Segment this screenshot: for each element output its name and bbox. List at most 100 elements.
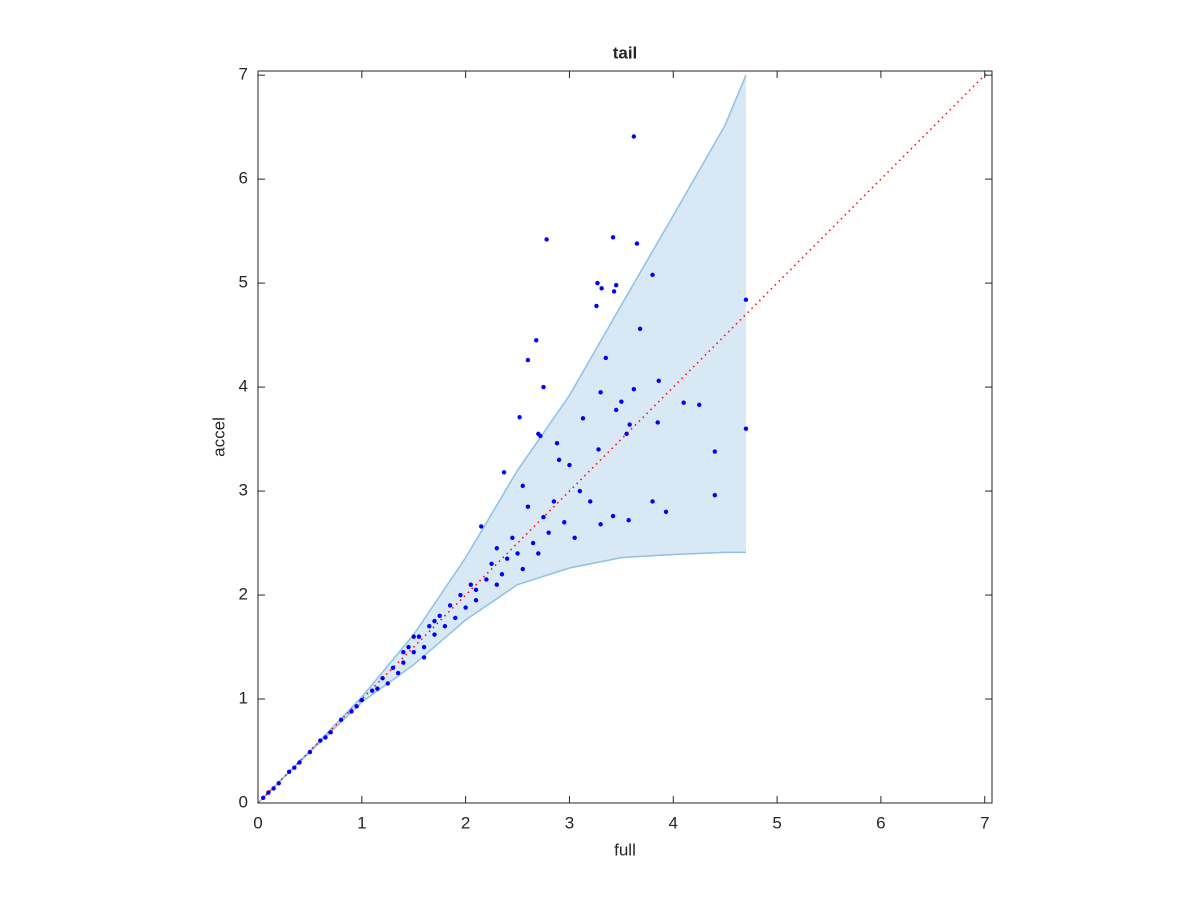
data-point [499,572,505,577]
data-point [432,618,437,624]
data-point [743,297,749,302]
x-tick-label: 5 [772,813,781,832]
data-point [437,613,442,619]
data-point [286,769,292,775]
y-tick-label: 5 [239,273,248,292]
band-upper-edge [257,74,747,804]
data-point [599,286,604,291]
data-point [743,426,749,431]
data-point [406,644,411,650]
data-point [411,650,416,655]
data-point [580,416,586,421]
data-point [385,681,390,686]
data-point [380,676,385,681]
x-tick-label: 4 [669,813,678,832]
data-point [577,488,583,494]
data-point [598,390,603,395]
data-point [538,433,543,439]
data-point [594,303,599,309]
chart-title: tail [613,43,638,62]
data-point [395,670,401,676]
data-point [401,650,406,655]
data-point [634,241,640,246]
data-point [271,786,276,791]
data-point [442,624,448,629]
data-point [588,499,593,504]
data-point [595,280,600,286]
data-point [359,697,365,703]
x-axis-label: full [614,840,636,859]
data-point [501,470,507,475]
data-point [370,688,375,693]
data-point [517,415,522,420]
data-point [650,499,655,504]
data-point [619,399,624,404]
data-point [556,457,562,463]
data-point [567,462,572,468]
data-point [627,422,632,427]
x-tick-label: 6 [876,813,885,832]
data-point [297,760,302,765]
x-tick-label: 2 [461,813,470,832]
data-point [479,524,484,529]
y-axis-label: accel [209,417,228,457]
y-tick-label: 7 [239,65,248,84]
data-point [598,522,603,527]
data-point [323,735,328,740]
data-point [631,386,637,392]
data-point [260,795,266,801]
data-point [494,546,499,551]
data-point [432,632,437,637]
data-point [276,781,281,786]
data-point [611,289,617,294]
data-point [650,272,655,277]
data-point [613,282,619,288]
data-point [328,730,333,735]
data-point [525,357,531,363]
data-point [494,582,499,587]
x-tick-label: 0 [253,813,262,832]
data-point [541,514,546,520]
confidence-band [258,75,746,804]
data-point [610,235,616,240]
data-point [626,517,631,523]
y-tick-label: 2 [239,585,248,604]
data-point [530,540,536,546]
data-point [318,738,323,743]
data-point [572,535,577,541]
data-point [712,493,718,498]
y-tick-label: 0 [239,792,248,811]
data-point [541,384,546,390]
data-point [463,605,468,610]
data-point [536,551,541,556]
data-point [421,644,427,650]
y-tick-label: 6 [239,169,248,188]
data-point [307,749,313,755]
y-tick-label: 4 [239,377,248,396]
data-point [504,556,510,561]
data-point [562,520,567,525]
data-point [401,660,406,665]
data-point [712,449,718,454]
data-point [613,407,619,413]
data-point [534,338,539,343]
data-point [390,665,396,671]
data-point [484,577,489,582]
data-point [338,717,344,723]
data-point [468,582,474,587]
data-point [427,624,432,629]
axes-box [257,70,993,804]
y-tick-label: 1 [239,689,248,708]
data-point [656,378,661,384]
data-point [520,566,525,572]
data-point [655,420,660,425]
data-point [453,615,458,621]
band-lower-edge [257,551,746,804]
x-tick-label: 3 [565,813,574,832]
data-point [681,400,686,405]
y-tick-label: 3 [239,481,248,500]
data-point [447,603,453,608]
x-tick-label: 1 [357,813,366,832]
data-point [551,499,557,504]
